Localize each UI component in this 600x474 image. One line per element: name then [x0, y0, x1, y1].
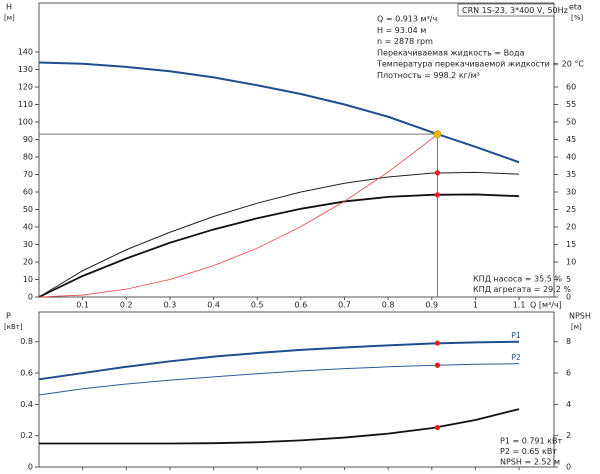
- y-tick-label: 0.8: [20, 337, 33, 346]
- y-tick-label: 80: [23, 153, 33, 162]
- y2-tick-label: 40: [566, 153, 576, 162]
- operating-point: [433, 130, 442, 138]
- x-tick-label: 0.9: [425, 301, 438, 310]
- info-line: n = 2878 rpm: [377, 37, 433, 46]
- y2-axis-label: NPSH: [569, 312, 591, 321]
- y2-tick-label: 35: [566, 170, 576, 179]
- curve: [39, 408, 520, 445]
- y-tick-label: 100: [18, 118, 33, 127]
- operating-point: [434, 340, 441, 346]
- x-tick-label: 0.5: [251, 301, 264, 310]
- y2-axis-unit: [м]: [571, 323, 582, 331]
- y-axis-unit: [м]: [4, 14, 15, 22]
- y2-tick-label: 15: [566, 240, 576, 249]
- y2-tick-label: 45: [566, 135, 576, 144]
- y2-tick-label: 60: [566, 83, 576, 92]
- efficiency-note: КПД агрегата = 29.2 %: [473, 285, 571, 294]
- x-tick-label: 0.7: [338, 301, 351, 310]
- y-tick-label: 50: [23, 205, 33, 214]
- y-axis-unit: [кВт]: [4, 323, 23, 331]
- info-line: Q = 0.913 м³/ч: [377, 15, 437, 24]
- x-tick-label: 0.4: [207, 301, 220, 310]
- x-tick-label: 1: [473, 301, 478, 310]
- y-tick-label: 70: [23, 170, 33, 179]
- y2-axis-label: eta: [569, 3, 582, 12]
- info-line: Плотность = 998.2 кг/м³: [377, 71, 480, 80]
- info-line: P1 = 0.791 кВт: [500, 437, 562, 446]
- y-tick-label: 110: [18, 100, 33, 109]
- y-tick-label: 0.4: [20, 400, 33, 409]
- y2-tick-label: 6: [566, 369, 571, 378]
- y-tick-label: 0: [28, 463, 33, 472]
- operating-point: [434, 170, 441, 176]
- x-tick-label: 0.8: [382, 301, 395, 310]
- model-box: [457, 3, 555, 17]
- y-tick-label: 40: [23, 223, 33, 232]
- y-tick-label: 10: [23, 275, 33, 284]
- info-line: Температура перекачиваемой жидкости = 20…: [376, 60, 584, 69]
- info-line: H = 93.04 м: [377, 26, 426, 35]
- y-tick-label: 30: [23, 240, 33, 249]
- y2-tick-label: 0: [566, 293, 571, 302]
- x-tick-label: 0.1: [76, 301, 89, 310]
- y-tick-label: 0.2: [20, 431, 33, 440]
- info-line: Перекачиваемая жидкость = Вода: [377, 48, 525, 57]
- y2-tick-label: 4: [566, 400, 571, 409]
- y2-tick-label: 50: [566, 118, 576, 127]
- y2-tick-label: 30: [566, 188, 576, 197]
- y2-tick-label: 0: [566, 463, 571, 472]
- x-tick-label: 0.2: [120, 301, 133, 310]
- info-line: NPSH = 2.52 м: [500, 458, 560, 467]
- y2-tick-label: 10: [566, 258, 576, 267]
- y-tick-label: 0.6: [20, 369, 33, 378]
- y2-tick-label: 25: [566, 205, 576, 214]
- curve-label: P2: [511, 353, 521, 362]
- x-tick-label: 1.1: [513, 301, 526, 310]
- y2-tick-label: 5: [566, 275, 571, 284]
- y-tick-label: 120: [18, 83, 33, 92]
- curve: [38, 340, 520, 381]
- y-tick-label: 60: [23, 188, 33, 197]
- curve: [38, 133, 438, 298]
- curve: [38, 171, 520, 298]
- y2-axis-unit: [%]: [571, 14, 583, 22]
- operating-point: [434, 192, 441, 198]
- y-tick-label: 130: [18, 65, 33, 74]
- x-axis-label: Q [м³/ч]: [530, 301, 562, 310]
- y2-tick-label: 55: [566, 100, 576, 109]
- y-tick-label: 140: [18, 48, 33, 57]
- info-line: P2 = 0.65 кВт: [500, 447, 557, 456]
- model-label: CRN 1S-23, 3*400 V, 50Hz: [462, 6, 568, 15]
- efficiency-note: КПД насоса = 35.5 %: [473, 275, 562, 284]
- y-tick-label: 0: [28, 293, 33, 302]
- operating-point: [434, 362, 441, 368]
- y2-tick-label: 8: [566, 337, 571, 346]
- y-axis-label: P: [6, 312, 11, 321]
- y-tick-label: 20: [23, 258, 33, 267]
- x-tick-label: 0.6: [294, 301, 307, 310]
- x-tick-label: 0.3: [164, 301, 177, 310]
- curve: [38, 193, 520, 298]
- y-tick-label: 90: [23, 135, 33, 144]
- y2-tick-label: 20: [566, 223, 576, 232]
- y2-tick-label: 2: [566, 431, 571, 440]
- y-axis-label: H: [6, 3, 12, 12]
- operating-point: [434, 424, 441, 431]
- plot-frame: [38, 2, 555, 298]
- plot-frame: [38, 311, 555, 468]
- curve-label: P1: [511, 331, 521, 340]
